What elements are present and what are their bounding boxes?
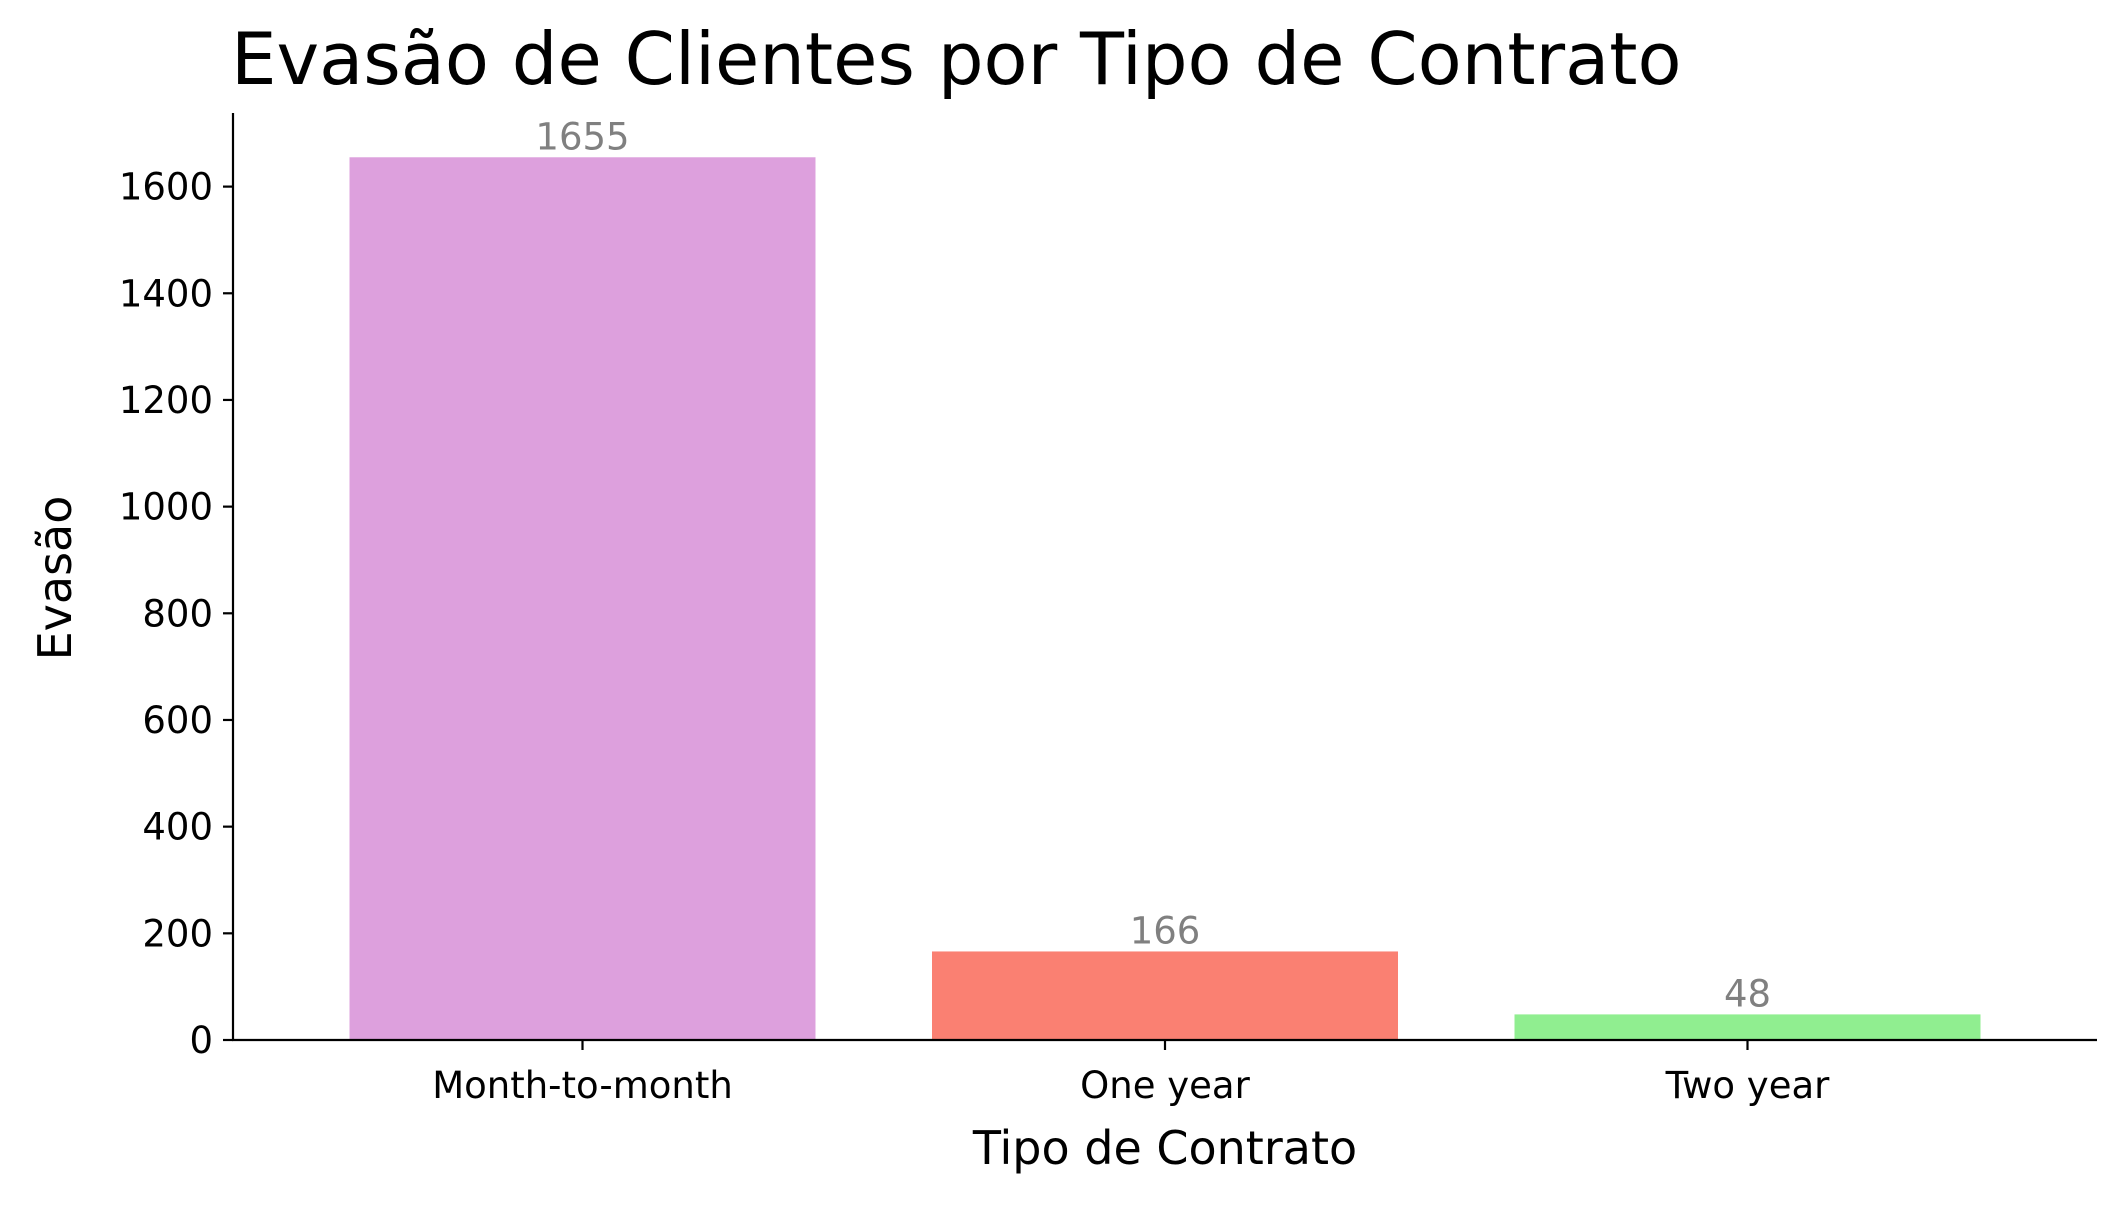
bar-labels-layer: 1655 166 48	[535, 115, 1771, 1015]
y-tick-label: 1600	[119, 166, 213, 209]
x-axis-label: Tipo de Contrato	[972, 1121, 1357, 1175]
x-axis-ticks: Month-to-month One year Two year	[432, 1040, 1830, 1107]
bar-value-label: 166	[1130, 909, 1201, 952]
chart-title: Evasão de Clientes por Tipo de Contrato	[231, 17, 1682, 101]
bar-two-year	[1514, 1014, 1981, 1040]
bars-layer	[349, 157, 1981, 1040]
y-tick-label: 400	[142, 806, 213, 849]
y-axis-ticks: 0 200 400 600 800 1000 1200 1400 1600	[119, 166, 233, 1062]
bar-month-to-month	[349, 157, 816, 1040]
y-tick-label: 600	[142, 699, 213, 742]
x-tick-label: Month-to-month	[432, 1064, 733, 1107]
bar-one-year	[932, 951, 1398, 1040]
y-tick-label: 1000	[119, 486, 213, 529]
y-tick-label: 200	[142, 912, 213, 955]
bar-value-label: 48	[1724, 972, 1771, 1015]
bar-value-label: 1655	[535, 115, 629, 158]
y-axis-label: Evasão	[28, 496, 82, 661]
y-tick-label: 1400	[119, 272, 213, 315]
x-tick-label: Two year	[1665, 1064, 1830, 1107]
y-tick-label: 800	[142, 592, 213, 635]
x-tick-label: One year	[1080, 1064, 1250, 1107]
y-tick-label: 1200	[119, 379, 213, 422]
y-tick-label: 0	[189, 1019, 213, 1062]
